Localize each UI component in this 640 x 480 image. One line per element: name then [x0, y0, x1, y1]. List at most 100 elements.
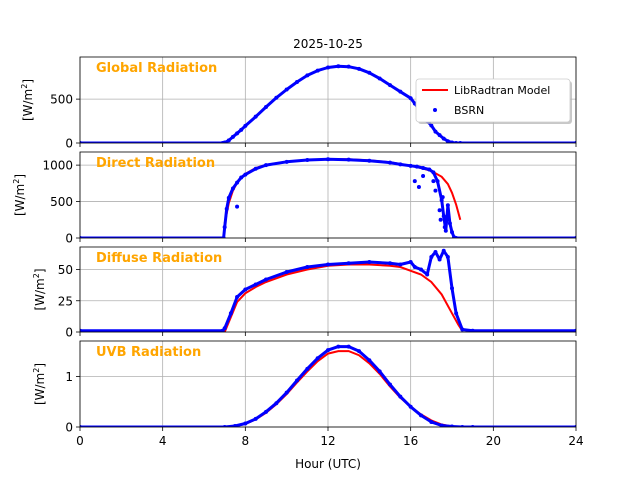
- figure-title: 2025-10-25: [293, 37, 363, 51]
- bsrn-point: [274, 401, 279, 406]
- legend-label: BSRN: [454, 104, 484, 117]
- bsrn-point: [326, 65, 330, 70]
- bsrn-point: [447, 221, 452, 226]
- bsrn-point: [243, 287, 248, 292]
- bsrn-point: [336, 344, 341, 349]
- chart-legend: LibRadtran Model BSRN: [415, 78, 572, 124]
- bsrn-point: [388, 160, 392, 165]
- bsrn-point: [367, 70, 372, 75]
- y-tick-label: 0: [65, 232, 73, 246]
- bsrn-point: [398, 394, 403, 399]
- bsrn-point: [416, 184, 421, 189]
- bsrn-point: [230, 186, 235, 191]
- bsrn-point: [346, 64, 351, 69]
- bsrn-point: [357, 349, 361, 354]
- bsrn-point: [224, 206, 229, 211]
- bsrn-point: [398, 262, 403, 267]
- bsrn-point: [450, 140, 454, 143]
- bsrn-point: [346, 344, 351, 349]
- legend-marker-swatch: [433, 108, 437, 112]
- x-tick-label: 4: [159, 434, 167, 448]
- y-tick-label: 500: [50, 195, 73, 209]
- panel-title: UVB Radiation: [96, 345, 201, 360]
- bsrn-point: [412, 265, 417, 269]
- bsrn-point: [429, 255, 434, 259]
- bsrn-point: [336, 64, 341, 69]
- y-tick-label: 500: [50, 93, 73, 107]
- bsrn-point: [437, 208, 442, 213]
- bsrn-point: [253, 416, 258, 421]
- bsrn-point: [443, 228, 448, 233]
- bsrn-point: [243, 421, 248, 426]
- panel-title: Direct Radiation: [96, 156, 215, 171]
- bsrn-point: [450, 424, 454, 427]
- bsrn-point: [408, 96, 413, 101]
- bsrn-point: [284, 87, 289, 92]
- bsrn-point: [367, 358, 372, 363]
- bsrn-point: [442, 225, 447, 230]
- y-axis-label: [W/m2]: [32, 268, 47, 310]
- bsrn-point: [419, 413, 423, 418]
- x-tick-label: 20: [486, 434, 501, 448]
- bsrn-point: [235, 295, 240, 299]
- x-tick-label: 24: [568, 434, 583, 448]
- bsrn-point: [412, 179, 417, 184]
- bsrn-point: [574, 236, 576, 238]
- bsrn-point: [388, 83, 392, 88]
- bsrn-point: [253, 166, 258, 171]
- legend-label: LibRadtran Model: [454, 84, 550, 97]
- bsrn-point: [433, 129, 438, 134]
- bsrn-point: [388, 261, 392, 266]
- bsrn-point: [574, 141, 576, 143]
- bsrn-point: [326, 348, 330, 353]
- panel-uvb-radiation: 0 1 0 4 8 12 16 20 24 [W/m2] UVB Radiation Hour (UT…: [32, 340, 584, 471]
- bsrn-point: [458, 141, 463, 143]
- bsrn-point: [284, 390, 289, 395]
- bsrn-point: [574, 328, 576, 332]
- y-tick-label: 0: [65, 326, 73, 340]
- bsrn-point: [239, 127, 244, 132]
- bsrn-point: [295, 80, 299, 85]
- legend-box: [415, 78, 571, 123]
- model-line: [223, 263, 464, 332]
- bsrn-point: [425, 272, 430, 277]
- bsrn-point: [80, 141, 82, 143]
- panel-direct-radiation: 0 500 1000 [W/m2] Direct Radiation: [12, 151, 577, 246]
- bsrn-point: [228, 311, 233, 316]
- panel-global-radiation: 0 500 [W/m2] Global Radiation: [20, 56, 577, 151]
- bsrn-point: [574, 425, 576, 427]
- bsrn-point: [295, 378, 299, 383]
- bsrn-point: [233, 423, 237, 427]
- panel-diffuse-radiation: 0 25 50 [W/m2] Diffuse Radiation: [32, 246, 577, 340]
- bsrn-point: [441, 214, 446, 219]
- bsrn-point: [222, 140, 227, 143]
- bsrn-point: [408, 404, 413, 409]
- bsrn-point: [305, 73, 310, 78]
- bsrn-point: [398, 89, 403, 94]
- bsrn-point: [460, 327, 465, 332]
- panel-title: Diffuse Radiation: [96, 251, 222, 266]
- bsrn-point: [222, 326, 227, 331]
- bsrn-point: [429, 419, 434, 424]
- y-axis-label: [W/m2]: [20, 79, 35, 121]
- bsrn-point: [433, 188, 438, 193]
- bsrn-point: [437, 257, 442, 262]
- bsrn-point: [235, 180, 240, 185]
- y-tick-label: 1: [65, 370, 73, 384]
- bsrn-point: [454, 236, 459, 238]
- bsrn-point: [326, 157, 330, 162]
- bsrn-point: [367, 158, 372, 163]
- panel-title: Global Radiation: [96, 61, 217, 76]
- bsrn-point: [264, 163, 268, 168]
- bsrn-point: [445, 139, 450, 143]
- bsrn-point: [398, 162, 403, 167]
- bsrn-point: [439, 423, 444, 427]
- bsrn-point: [367, 260, 372, 264]
- bsrn-point: [315, 356, 320, 361]
- y-tick-label: 0: [65, 137, 73, 151]
- bsrn-point: [408, 260, 413, 264]
- bsrn-point: [253, 282, 258, 287]
- bsrn-point: [470, 425, 475, 427]
